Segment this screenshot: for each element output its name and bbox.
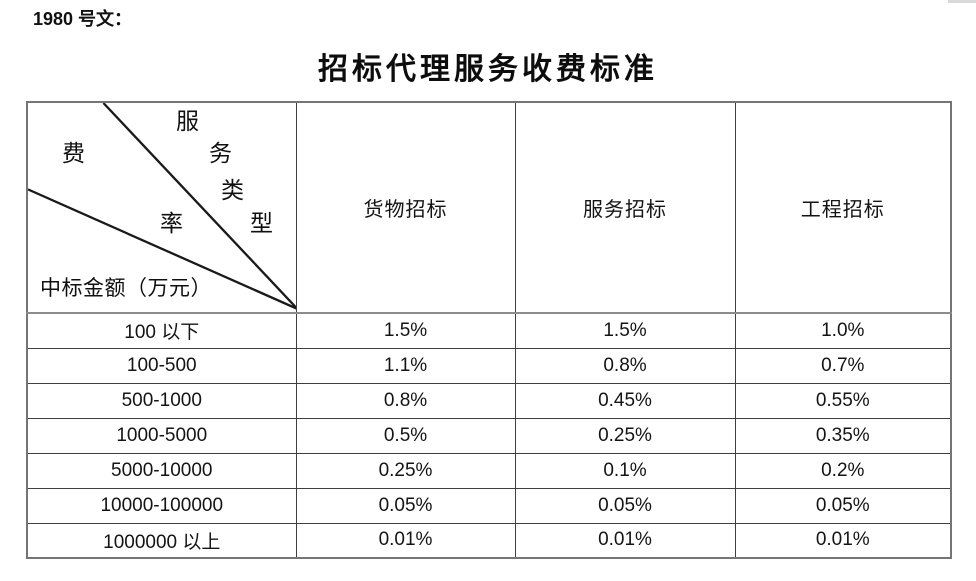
corner-col-axis-char: 类 <box>221 178 244 203</box>
rate-cell: 0.25% <box>514 417 736 454</box>
rate-cell: 1.0% <box>734 312 952 349</box>
corner-amount-label: 中标金额（万元） <box>40 276 212 300</box>
rate-cell: 0.8% <box>295 382 516 419</box>
rate-cell: 1.5% <box>514 312 736 349</box>
rate-cell: 0.01% <box>734 522 952 559</box>
table-row: 1000-5000 0.5% 0.25% 0.35% <box>26 417 952 454</box>
fee-table: 服 务 类 型 费 率 中标金额（万元） 货物招标 服务招标 工程招标 100 … <box>26 101 952 559</box>
rate-cell: 0.25% <box>295 452 516 489</box>
rate-cell: 0.05% <box>295 487 516 524</box>
amount-range-cell: 100-500 <box>26 347 297 384</box>
rate-cell: 1.1% <box>295 347 516 384</box>
table-row: 5000-10000 0.25% 0.1% 0.2% <box>26 452 952 489</box>
corner-row-axis-char: 费 <box>62 141 85 166</box>
amount-range-cell: 500-1000 <box>26 382 297 419</box>
table-header-row: 服 务 类 型 费 率 中标金额（万元） 货物招标 服务招标 工程招标 <box>26 101 952 314</box>
amount-range-cell: 100 以下 <box>26 312 297 349</box>
column-header-engineering: 工程招标 <box>734 101 952 314</box>
doc-number-label: 1980 号文： <box>33 9 133 29</box>
table-row: 1000000 以上 0.01% 0.01% 0.01% <box>26 522 952 559</box>
table-row: 10000-100000 0.05% 0.05% 0.05% <box>26 487 952 524</box>
rate-cell: 0.55% <box>734 382 952 419</box>
rate-cell: 0.5% <box>295 417 516 454</box>
table-row: 100 以下 1.5% 1.5% 1.0% <box>26 312 952 349</box>
rate-cell: 0.01% <box>295 522 516 559</box>
diagonal-divider-lines <box>28 103 296 310</box>
amount-range-cell: 1000-5000 <box>26 417 297 454</box>
corner-row-axis-char: 率 <box>160 211 183 236</box>
rate-cell: 0.1% <box>514 452 736 489</box>
corner-col-axis-char: 型 <box>250 211 273 236</box>
rate-cell: 0.8% <box>514 347 736 384</box>
column-header-goods: 货物招标 <box>295 101 516 314</box>
amount-range-cell: 5000-10000 <box>26 452 297 489</box>
rate-cell: 0.2% <box>734 452 952 489</box>
page-title: 招标代理服务收费标准 <box>318 53 658 86</box>
table-row: 500-1000 0.8% 0.45% 0.55% <box>26 382 952 419</box>
column-header-services: 服务招标 <box>514 101 736 314</box>
screen-edge-artifact <box>948 0 976 3</box>
rate-cell: 1.5% <box>295 312 516 349</box>
rate-cell: 0.45% <box>514 382 736 419</box>
amount-range-cell: 1000000 以上 <box>26 522 297 559</box>
corner-header-cell: 服 务 类 型 费 率 中标金额（万元） <box>26 101 297 314</box>
rate-cell: 0.05% <box>734 487 952 524</box>
rate-cell: 0.35% <box>734 417 952 454</box>
rate-cell: 0.05% <box>514 487 736 524</box>
amount-range-cell: 10000-100000 <box>26 487 297 524</box>
rate-cell: 0.01% <box>514 522 736 559</box>
corner-col-axis-char: 务 <box>209 141 232 166</box>
corner-col-axis-char: 服 <box>176 109 199 134</box>
rate-cell: 0.7% <box>734 347 952 384</box>
table-row: 100-500 1.1% 0.8% 0.7% <box>26 347 952 384</box>
